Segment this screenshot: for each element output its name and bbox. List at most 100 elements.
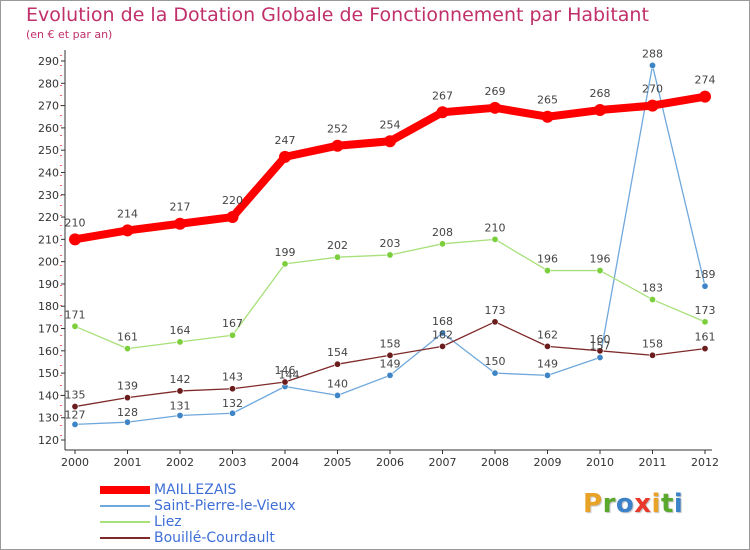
data-point-liez bbox=[229, 331, 237, 339]
x-tick-label: 2009 bbox=[534, 456, 562, 469]
x-tick-label: 2010 bbox=[586, 456, 614, 469]
data-point-bouill-courdault bbox=[648, 351, 656, 359]
x-tick-label: 2002 bbox=[166, 456, 194, 469]
data-label-maillezais: 214 bbox=[117, 207, 138, 220]
data-label-maillezais: 268 bbox=[590, 87, 611, 100]
data-label-saint-pierre-le-vieux: 140 bbox=[327, 377, 348, 390]
y-tick-label: 190 bbox=[38, 278, 59, 291]
data-label-saint-pierre-le-vieux: 149 bbox=[380, 357, 401, 370]
data-label-bouill-courdault: 135 bbox=[65, 389, 86, 402]
data-label-bouill-courdault: 173 bbox=[485, 304, 506, 317]
legend-label: MAILLEZAIS bbox=[154, 482, 237, 498]
data-point-saint-pierre-le-vieux bbox=[386, 371, 394, 379]
data-label-maillezais: 217 bbox=[170, 201, 191, 214]
data-point-liez bbox=[281, 260, 289, 268]
data-point-liez bbox=[648, 296, 656, 304]
data-label-bouill-courdault: 154 bbox=[327, 346, 348, 359]
chart-axes: 120 130 140 150 160 170 180 190 200 210 220 230 240 2… bbox=[38, 50, 719, 469]
logo-letter: t bbox=[660, 489, 674, 519]
data-label-maillezais: 210 bbox=[65, 216, 86, 229]
y-tick-label: 250 bbox=[38, 144, 59, 157]
x-tick-label: 2004 bbox=[271, 456, 299, 469]
legend-label: Liez bbox=[154, 514, 182, 530]
data-label-liez: 167 bbox=[222, 317, 243, 330]
chart-subtitle: (en € et par an) bbox=[26, 28, 113, 41]
data-point-saint-pierre-le-vieux bbox=[71, 420, 79, 428]
legend-label: Bouillé-Courdault bbox=[154, 530, 275, 546]
x-tick-label: 2011 bbox=[639, 456, 667, 469]
y-tick-label: 290 bbox=[38, 55, 59, 68]
data-label-saint-pierre-le-vieux: 144 bbox=[279, 368, 300, 381]
data-label-bouill-courdault: 158 bbox=[642, 337, 663, 350]
data-point-bouill-courdault bbox=[71, 403, 79, 411]
y-tick-label: 120 bbox=[38, 434, 59, 447]
y-tick-label: 130 bbox=[38, 412, 59, 425]
data-point-bouill-courdault bbox=[491, 318, 499, 326]
data-label-liez: 171 bbox=[65, 308, 86, 321]
y-tick-label: 240 bbox=[38, 166, 59, 179]
data-label-liez: 196 bbox=[590, 253, 611, 266]
data-label-liez: 196 bbox=[537, 253, 558, 266]
data-point-saint-pierre-le-vieux bbox=[229, 409, 237, 417]
logo-letter: r bbox=[602, 489, 616, 519]
data-point-maillezais bbox=[699, 90, 711, 103]
proxiti-logo: Proxiti bbox=[583, 489, 683, 519]
data-point-bouill-courdault bbox=[229, 385, 237, 393]
x-tick-label: 2007 bbox=[429, 456, 457, 469]
y-tick-label: 140 bbox=[38, 389, 59, 402]
data-point-maillezais bbox=[174, 217, 186, 230]
data-label-liez: 183 bbox=[642, 282, 663, 295]
legend-swatch bbox=[100, 486, 150, 494]
data-point-maillezais bbox=[69, 233, 81, 246]
data-point-maillezais bbox=[331, 139, 344, 152]
data-label-bouill-courdault: 158 bbox=[380, 337, 401, 350]
data-label-saint-pierre-le-vieux: 157 bbox=[590, 340, 611, 353]
data-point-bouill-courdault bbox=[333, 360, 341, 368]
data-point-saint-pierre-le-vieux bbox=[648, 61, 656, 69]
data-label-bouill-courdault: 142 bbox=[170, 373, 191, 386]
x-tick-label: 2005 bbox=[324, 456, 352, 469]
data-label-bouill-courdault: 160 bbox=[590, 333, 611, 346]
data-point-liez bbox=[176, 338, 184, 346]
y-tick-label: 170 bbox=[38, 323, 59, 336]
y-tick-label: 280 bbox=[38, 77, 59, 90]
x-tick-label: 2000 bbox=[61, 456, 89, 469]
logo-letter: P bbox=[583, 489, 603, 519]
data-point-bouill-courdault bbox=[596, 347, 604, 355]
x-tick-label: 2012 bbox=[691, 456, 719, 469]
data-label-bouill-courdault: 161 bbox=[695, 331, 716, 344]
data-point-saint-pierre-le-vieux bbox=[491, 369, 499, 377]
data-point-saint-pierre-le-vieux bbox=[333, 391, 341, 399]
data-label-saint-pierre-le-vieux: 189 bbox=[695, 268, 716, 281]
data-label-bouill-courdault: 139 bbox=[117, 380, 138, 393]
data-label-bouill-courdault: 146 bbox=[275, 364, 296, 377]
data-point-bouill-courdault bbox=[386, 351, 394, 359]
data-label-maillezais: 247 bbox=[275, 134, 296, 147]
data-label-maillezais: 220 bbox=[222, 194, 243, 207]
y-tick-label: 150 bbox=[38, 367, 59, 380]
data-point-maillezais bbox=[436, 106, 449, 119]
data-point-saint-pierre-le-vieux bbox=[701, 282, 709, 290]
data-label-bouill-courdault: 162 bbox=[537, 328, 558, 341]
series-layer bbox=[69, 61, 711, 428]
data-point-saint-pierre-le-vieux bbox=[124, 418, 132, 426]
data-point-maillezais bbox=[384, 135, 396, 148]
data-label-maillezais: 267 bbox=[432, 89, 453, 102]
data-point-liez bbox=[333, 253, 341, 261]
data-point-liez bbox=[543, 267, 551, 275]
x-tick-label: 2003 bbox=[219, 456, 247, 469]
data-point-maillezais bbox=[279, 150, 291, 163]
data-label-saint-pierre-le-vieux: 168 bbox=[432, 315, 453, 328]
data-point-bouill-courdault bbox=[124, 394, 132, 402]
data-label-liez: 199 bbox=[275, 246, 296, 259]
data-point-liez bbox=[71, 322, 79, 330]
y-tick-label: 260 bbox=[38, 122, 59, 135]
data-label-liez: 203 bbox=[380, 237, 401, 250]
data-point-liez bbox=[491, 235, 499, 243]
y-tick-label: 160 bbox=[38, 345, 59, 358]
data-point-saint-pierre-le-vieux bbox=[543, 371, 551, 379]
data-label-saint-pierre-le-vieux: 150 bbox=[485, 355, 506, 368]
legend-swatch bbox=[100, 537, 150, 539]
data-label-liez: 202 bbox=[327, 239, 348, 252]
